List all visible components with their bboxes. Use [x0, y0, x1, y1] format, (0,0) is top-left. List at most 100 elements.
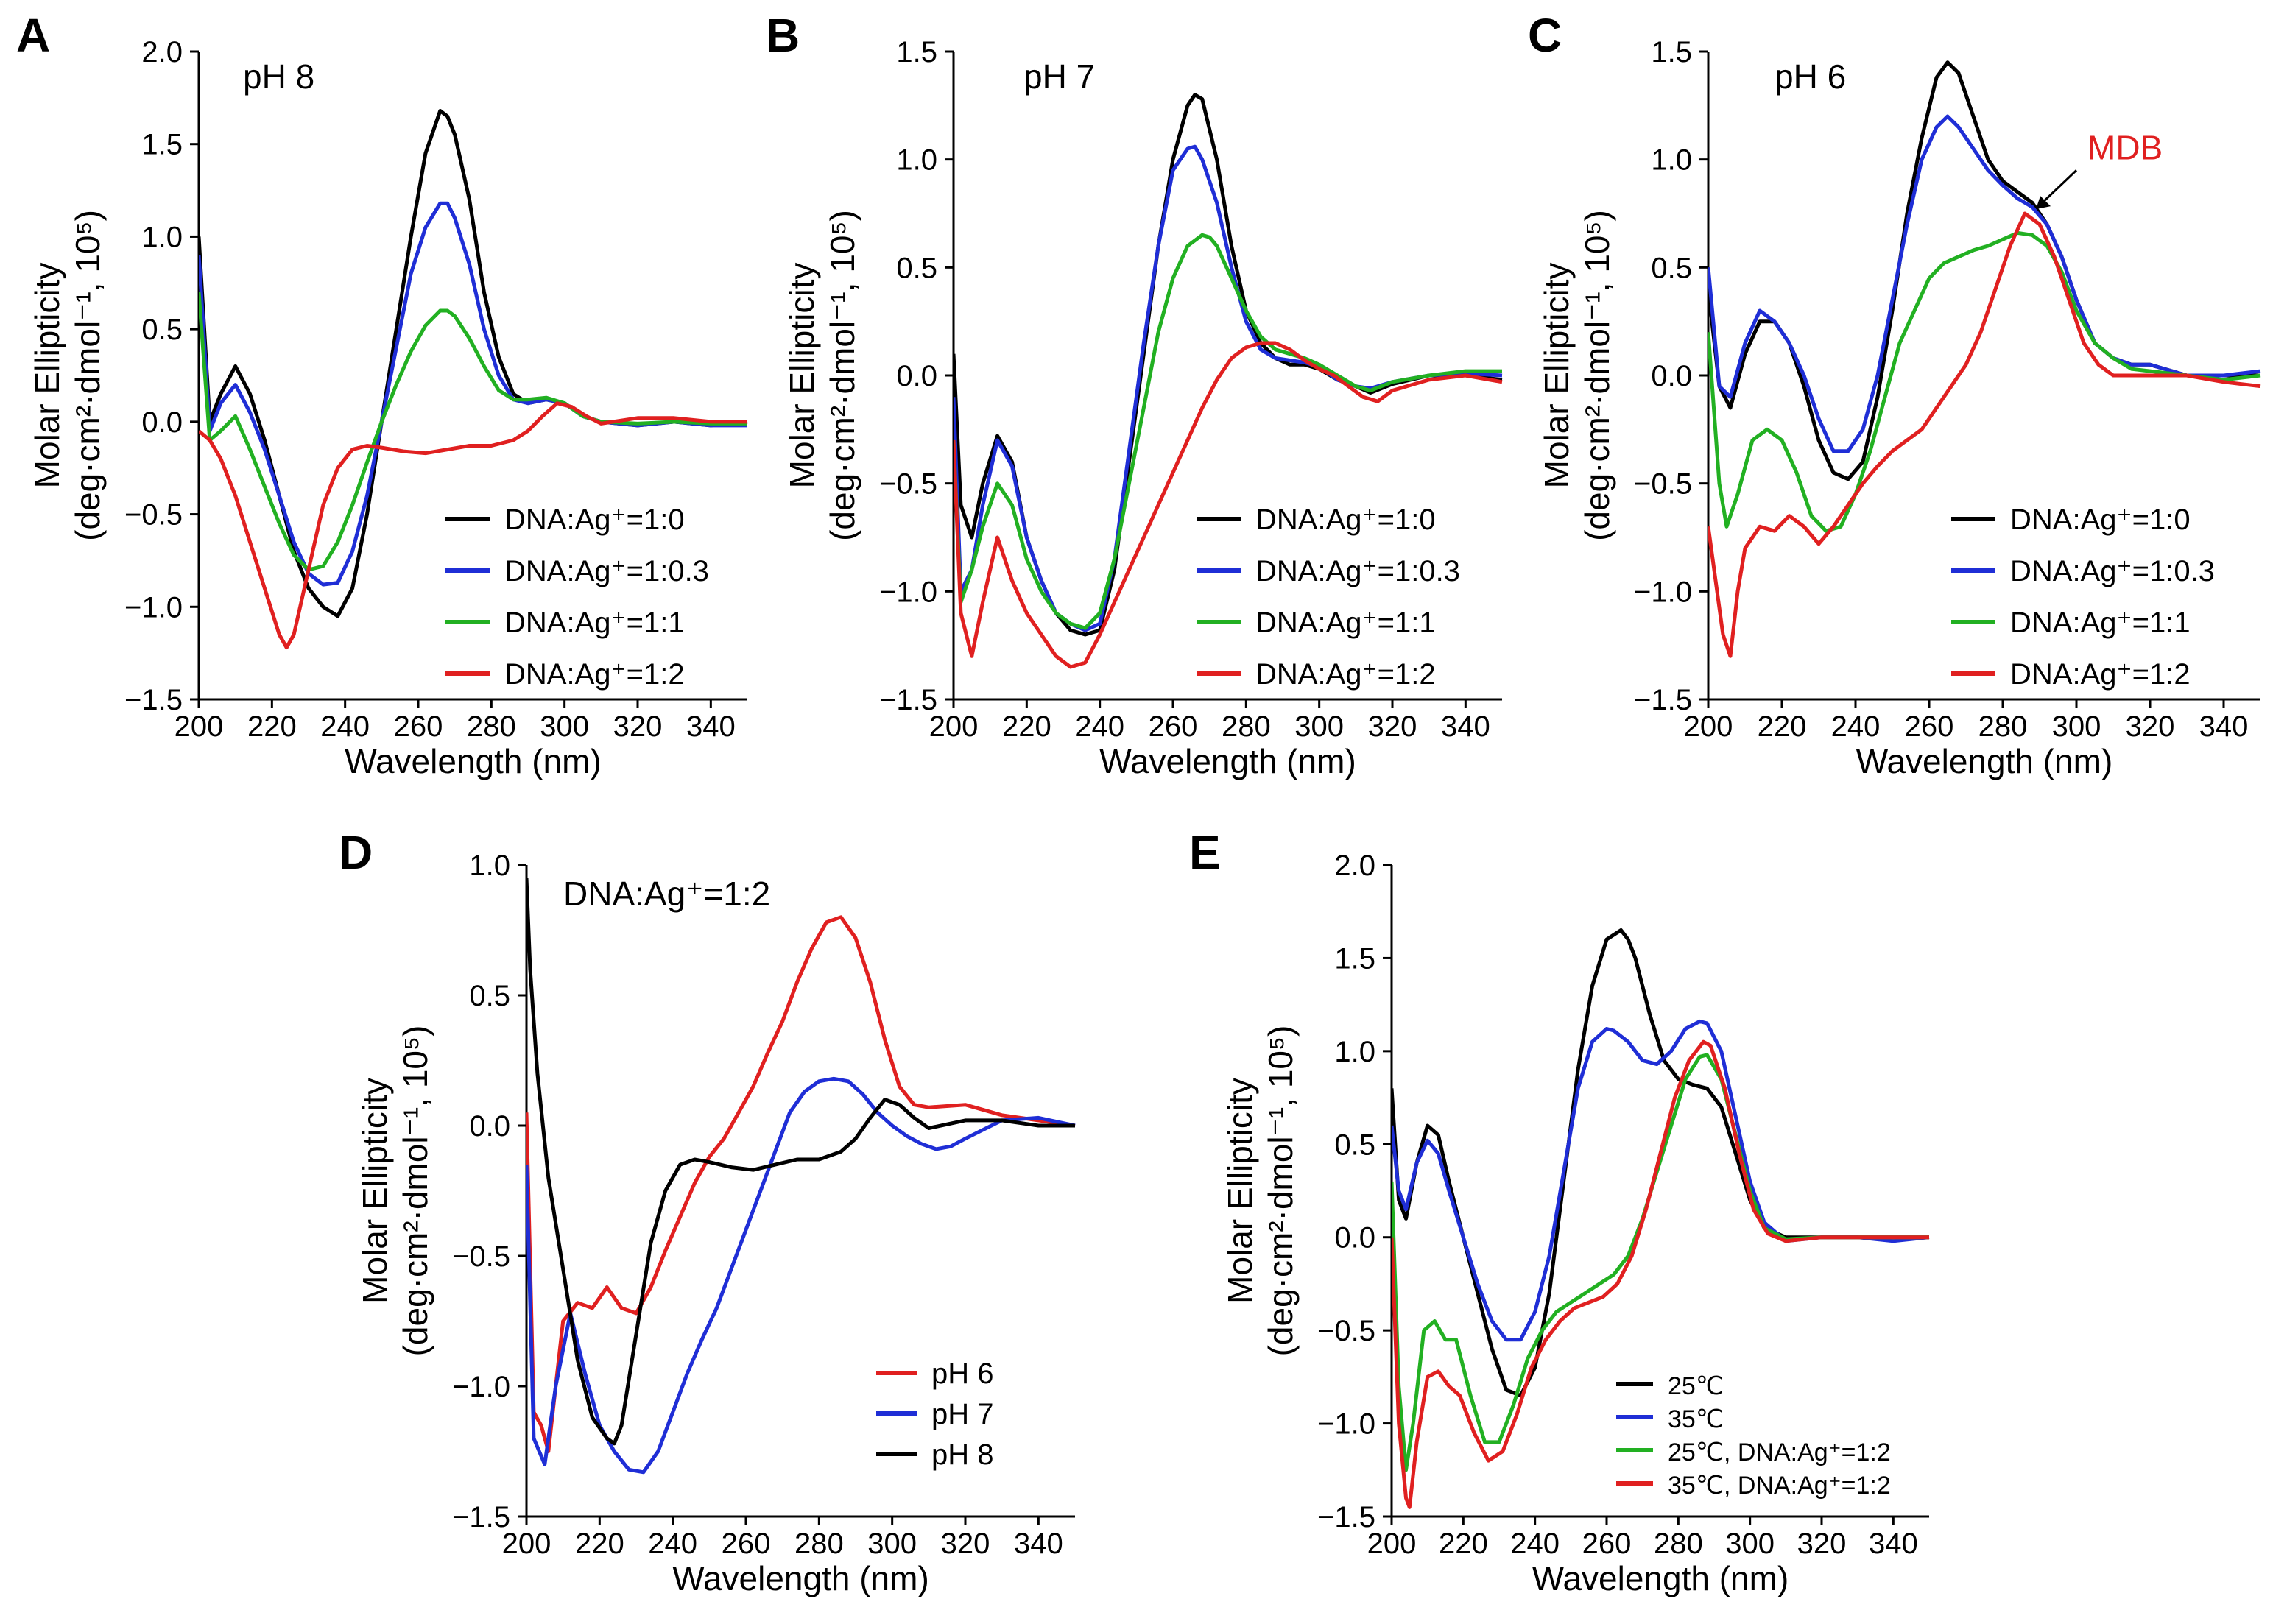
- series-line-2: [1708, 114, 2261, 453]
- y-tick-label: 1.5: [896, 36, 937, 68]
- legend: pH 6 pH 7 pH 8: [876, 1358, 994, 1471]
- y-tick-label: −1.0: [452, 1371, 510, 1403]
- y-tick-label: 1.5: [1334, 942, 1375, 975]
- x-tick-label: 320: [613, 710, 663, 743]
- y-tick-label: 0.5: [469, 980, 510, 1012]
- x-tick-label: 240: [648, 1528, 697, 1560]
- x-tick-label: 300: [1725, 1528, 1775, 1560]
- y-tick-label: −0.5: [879, 468, 937, 501]
- series-line-3: [954, 233, 1502, 630]
- x-tick-label: 220: [1439, 1528, 1488, 1560]
- y-tick-label: −1.5: [124, 684, 183, 716]
- series-line-2: [526, 1076, 1076, 1475]
- x-tick-label: 200: [175, 710, 224, 743]
- x-tick-label: 280: [1978, 710, 2028, 743]
- legend-label: 25℃, DNA:Ag⁺=1:2: [1668, 1438, 1891, 1466]
- series-line-1: [526, 915, 1076, 1453]
- y-tick-label: 2.0: [141, 36, 183, 68]
- panel-letter: A: [16, 9, 50, 62]
- y-axis-title: Molar Ellipticity: [783, 263, 821, 489]
- legend-label: 35℃: [1668, 1405, 1724, 1433]
- x-tick-label: 260: [1582, 1528, 1632, 1560]
- x-tick-label: 200: [929, 710, 979, 743]
- y-tick-label: 2.0: [1334, 850, 1375, 882]
- y-tick-label: −1.0: [1317, 1408, 1375, 1441]
- panel-letter: B: [766, 9, 800, 62]
- x-tick-label: 220: [575, 1528, 624, 1560]
- x-tick-label: 220: [1758, 710, 1807, 743]
- legend-label: 35℃, DNA:Ag⁺=1:2: [1668, 1472, 1891, 1500]
- x-tick-label: 320: [1797, 1528, 1847, 1560]
- y-tick-label: 1.5: [1651, 36, 1692, 68]
- legend-label: DNA:Ag⁺=1:1: [2010, 607, 2191, 639]
- y-tick-label: −0.5: [452, 1240, 510, 1273]
- x-tick-label: 320: [1368, 710, 1417, 743]
- y-axis-title: Molar Ellipticity: [28, 263, 66, 489]
- legend-label: pH 8: [931, 1438, 994, 1471]
- panel-letter: C: [1528, 9, 1562, 62]
- y-tick-label: −1.0: [124, 591, 183, 624]
- y-tick-label: −1.0: [1634, 576, 1692, 608]
- x-axis-title: Wavelength (nm): [1099, 742, 1356, 780]
- x-tick-label: 200: [502, 1528, 551, 1560]
- x-tick-label: 240: [1075, 710, 1124, 743]
- y-axis-subtitle: (deg·cm²·dmol⁻¹, 10⁵): [1578, 210, 1616, 541]
- panel-d: 200 220 240 260 280 300 320 340 −1.5 −1.0 −0.5 0.0 0…: [339, 826, 1076, 1597]
- y-tick-label: 0.5: [896, 252, 937, 284]
- y-tick-label: 0.0: [141, 406, 183, 439]
- x-tick-label: 280: [1222, 710, 1271, 743]
- legend-label: DNA:Ag⁺=1:0: [504, 504, 685, 536]
- x-tick-label: 240: [1510, 1528, 1560, 1560]
- x-tick-label: 300: [2052, 710, 2101, 743]
- x-tick-label: 200: [1684, 710, 1733, 743]
- legend: DNA:Ag⁺=1:0 DNA:Ag⁺=1:0.3 DNA:Ag⁺=1:1 DNA:A…: [1197, 504, 1460, 691]
- x-tick-label: 220: [1002, 710, 1051, 743]
- x-tick-label: 300: [1294, 710, 1344, 743]
- y-tick-label: 1.0: [1651, 144, 1692, 177]
- x-tick-label: 340: [2199, 710, 2249, 743]
- mdb-label: MDB: [2087, 129, 2163, 167]
- mdb-arrow-line: [2042, 169, 2078, 203]
- y-tick-label: 0.0: [1651, 360, 1692, 392]
- series-line-4: [954, 341, 1503, 669]
- legend: 25℃ 35℃ 25℃, DNA:Ag⁺=1:2 35℃, DNA:Ag⁺=1:2: [1616, 1372, 1891, 1500]
- series-line-2: [1392, 1019, 1930, 1342]
- y-tick-label: 1.0: [896, 144, 937, 177]
- y-tick-label: 0.0: [469, 1110, 510, 1143]
- x-tick-label: 280: [467, 710, 516, 743]
- panel-letter: E: [1189, 826, 1221, 879]
- y-tick-label: 1.5: [141, 129, 183, 161]
- panel-c: 200 220 240 260 280 300 320 340 −1.5 −1.0 −0.5 0.0 0…: [1528, 9, 2261, 780]
- series-line-3: [1708, 230, 2261, 533]
- x-tick-label: 300: [867, 1528, 917, 1560]
- x-tick-label: 280: [1654, 1528, 1703, 1560]
- x-tick-label: 220: [247, 710, 297, 743]
- y-axis-title: Molar Ellipticity: [356, 1078, 394, 1304]
- series-line-3: [526, 878, 1075, 1446]
- series-line-1: [1708, 60, 2260, 481]
- legend-label: DNA:Ag⁺=1:2: [2010, 658, 2191, 691]
- legend: DNA:Ag⁺=1:0 DNA:Ag⁺=1:0.3 DNA:Ag⁺=1:1 DNA:A…: [1951, 504, 2215, 691]
- x-tick-label: 320: [941, 1528, 990, 1560]
- x-tick-label: 280: [794, 1528, 844, 1560]
- legend: DNA:Ag⁺=1:0 DNA:Ag⁺=1:0.3 DNA:Ag⁺=1:1 DNA:A…: [445, 504, 709, 691]
- x-axis-title: Wavelength (nm): [1532, 1559, 1789, 1597]
- x-tick-label: 240: [320, 710, 370, 743]
- legend-label: DNA:Ag⁺=1:1: [1255, 607, 1436, 639]
- y-axis-subtitle: (deg·cm²·dmol⁻¹, 10⁵): [396, 1025, 434, 1357]
- y-tick-label: −1.5: [879, 684, 937, 716]
- series-line-1: [199, 109, 748, 618]
- mdb-arrow-head: [2036, 196, 2051, 210]
- x-axis-title: Wavelength (nm): [345, 742, 602, 780]
- legend-label: DNA:Ag⁺=1:2: [504, 658, 685, 691]
- x-tick-label: 340: [1441, 710, 1490, 743]
- y-tick-label: 0.5: [1334, 1129, 1375, 1161]
- x-axis-title: Wavelength (nm): [1856, 742, 2113, 780]
- x-tick-label: 340: [686, 710, 736, 743]
- y-tick-label: −0.5: [1317, 1315, 1375, 1347]
- legend-label: DNA:Ag⁺=1:0.3: [504, 555, 709, 587]
- y-axis-subtitle: (deg·cm²·dmol⁻¹, 10⁵): [68, 210, 107, 541]
- x-tick-label: 260: [722, 1528, 771, 1560]
- y-tick-label: 0.0: [896, 360, 937, 392]
- y-tick-label: −1.5: [452, 1501, 510, 1533]
